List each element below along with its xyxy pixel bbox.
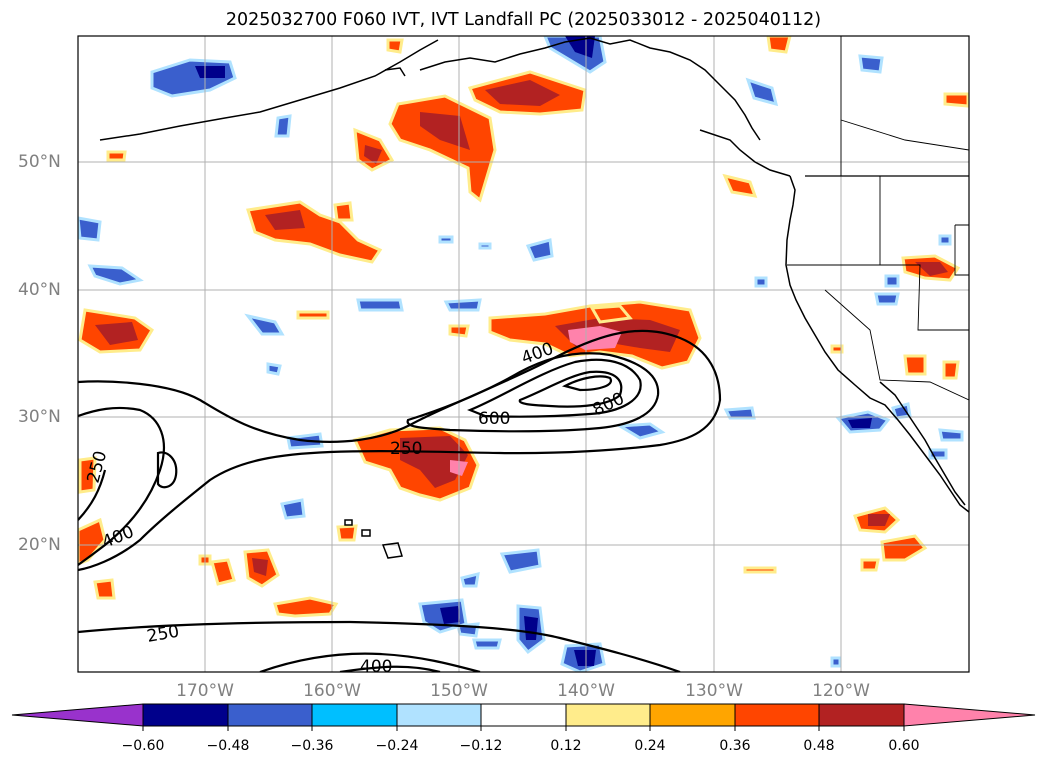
longitude-label: 140°W xyxy=(557,681,615,701)
colorbar-tick-label: 0.48 xyxy=(803,738,835,754)
colorbar-tick-label: −0.36 xyxy=(290,738,334,754)
colorbar-cell xyxy=(142,703,229,727)
colorbar-max-extend xyxy=(903,703,1036,727)
colorbar-tick-label: 0.12 xyxy=(550,738,582,754)
colorbar-cell xyxy=(227,703,313,727)
colorbar-tick-label: −0.60 xyxy=(121,738,165,754)
latitude-label: 50°N xyxy=(18,152,61,172)
colorbar-min-extend xyxy=(11,703,144,727)
contour-label: 600 xyxy=(478,409,510,429)
map-title: 2025032700 F060 IVT, IVT Landfall PC (20… xyxy=(225,10,822,30)
colorbar-tick-label: −0.12 xyxy=(459,738,503,754)
latitude-label: 30°N xyxy=(18,407,61,427)
longitude-label: 130°W xyxy=(685,681,743,701)
longitude-label: 150°W xyxy=(430,681,488,701)
map-border xyxy=(77,35,970,673)
longitude-label: 170°W xyxy=(176,681,234,701)
contour-label: 400 xyxy=(360,657,392,677)
colorbar-cell xyxy=(311,703,398,727)
colorbar-cell xyxy=(565,703,651,727)
colorbar-tick-label: 0.24 xyxy=(634,738,666,754)
latitude-label: 40°N xyxy=(18,280,61,300)
colorbar-cell xyxy=(734,703,820,727)
colorbar-cell xyxy=(818,703,905,727)
colorbar-tick-label: −0.48 xyxy=(206,738,250,754)
colorbar xyxy=(11,703,1036,731)
colorbar-tick-label: 0.60 xyxy=(888,738,920,754)
colorbar-tick-label: −0.24 xyxy=(375,738,419,754)
ivt-contours xyxy=(78,329,722,672)
colorbar-cell xyxy=(480,703,567,727)
longitude-label: 160°W xyxy=(303,681,361,701)
longitude-label: 120°W xyxy=(812,681,870,701)
colorbar-cell xyxy=(649,703,736,727)
latitude-label: 20°N xyxy=(18,535,61,555)
coastlines xyxy=(99,36,969,559)
contour-label: 250 xyxy=(390,439,422,459)
colorbar-cell xyxy=(396,703,482,727)
colorbar-tick-label: 0.36 xyxy=(719,738,751,754)
